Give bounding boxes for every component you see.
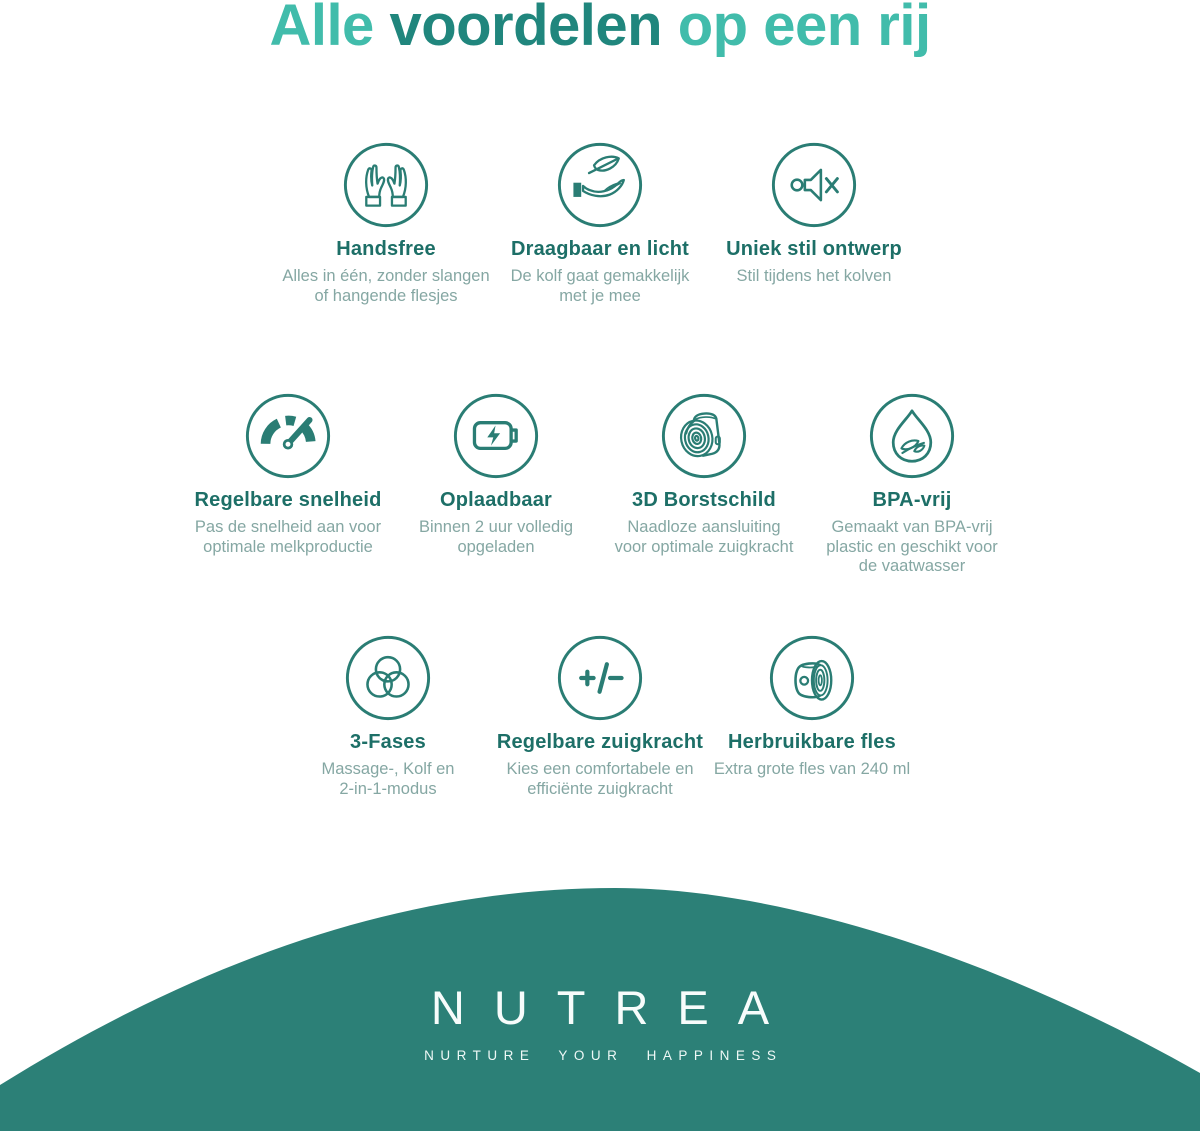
brand-logo: NUTREA — [0, 982, 1200, 1034]
reusable-bottle-icon — [768, 634, 856, 722]
three-circles-icon — [344, 634, 432, 722]
feature-regelbare-snelheid: Regelbare snelheid Pas de snelheid aan v… — [184, 392, 392, 557]
feature-description: Naadloze aansluiting voor optimale zuigk… — [614, 518, 794, 556]
feature-title: BPA-vrij — [872, 489, 952, 511]
drop-leaves-icon — [868, 392, 956, 480]
feature-description: Kies een comfortabele en efficiënte zuig… — [506, 760, 694, 798]
feature-description: Alles in één, zonder slangen of hangende… — [282, 267, 490, 305]
brand-logo-text: NUTREA — [430, 981, 799, 1034]
feature-title: Regelbare snelheid — [194, 489, 382, 511]
title-segment: voordelen — [389, 0, 663, 58]
feature-description: Stil tijdens het kolven — [736, 267, 892, 285]
feature-title: Uniek stil ontwerp — [726, 238, 902, 260]
feature-3-fases: 3-Fases Massage-, Kolf en 2-in-1-modus — [282, 634, 494, 799]
cupped-hands-icon — [342, 141, 430, 229]
battery-charging-icon — [452, 392, 540, 480]
features-row-1: Handsfree Alles in één, zonder slangen o… — [0, 141, 1200, 306]
feature-uniek-stil-ontwerp: Uniek stil ontwerp Stil tijdens het kolv… — [707, 141, 921, 287]
feature-description: Binnen 2 uur volledig opgeladen — [418, 518, 574, 556]
breast-shield-icon — [660, 392, 748, 480]
feature-3d-borstschild: 3D Borstschild Naadloze aansluiting voor… — [600, 392, 808, 557]
title-segment: Alle — [269, 0, 390, 58]
feature-description: Pas de snelheid aan voor optimale melkpr… — [194, 518, 382, 556]
feature-handsfree: Handsfree Alles in één, zonder slangen o… — [279, 141, 493, 306]
feature-bpa-vrij: BPA-vrij Gemaakt van BPA-vrij plastic en… — [808, 392, 1016, 577]
leaf-on-hand-icon — [556, 141, 644, 229]
features-row-3: 3-Fases Massage-, Kolf en 2-in-1-modus R… — [0, 634, 1200, 799]
feature-herbruikbare-fles: Herbruikbare fles Extra grote fles van 2… — [706, 634, 918, 780]
plus-minus-icon — [556, 634, 644, 722]
feature-title: 3-Fases — [350, 731, 426, 753]
page-title: Alle voordelen op een rij — [0, 0, 1200, 58]
brand-tagline: NURTURE YOUR HAPPINESS — [0, 1048, 1200, 1063]
feature-title: 3D Borstschild — [632, 489, 776, 511]
feature-title: Draagbaar en licht — [510, 238, 690, 260]
feature-description: Gemaakt van BPA-vrij plastic en geschikt… — [826, 518, 998, 575]
feature-title: Herbruikbare fles — [728, 731, 896, 753]
feature-title: Oplaadbaar — [439, 489, 553, 511]
brand-tagline-text: NURTURE YOUR HAPPINESS — [424, 1048, 783, 1063]
title-segment: op een rij — [662, 0, 931, 58]
feature-description: Massage-, Kolf en 2-in-1-modus — [321, 760, 455, 798]
dome-background — [0, 888, 1200, 1131]
feature-draagbaar-en-licht: Draagbaar en licht De kolf gaat gemakkel… — [493, 141, 707, 306]
speedometer-icon — [244, 392, 332, 480]
feature-title: Handsfree — [336, 238, 436, 260]
feature-title: Regelbare zuigkracht — [496, 731, 704, 753]
feature-regelbare-zuigkracht: Regelbare zuigkracht Kies een comfortabe… — [494, 634, 706, 799]
features-row-2: Regelbare snelheid Pas de snelheid aan v… — [0, 392, 1200, 577]
muted-speaker-icon — [770, 141, 858, 229]
feature-description: Extra grote fles van 240 ml — [713, 760, 911, 778]
feature-oplaadbaar: Oplaadbaar Binnen 2 uur volledig opgelad… — [392, 392, 600, 557]
feature-description: De kolf gaat gemakkelijk met je mee — [510, 267, 690, 305]
